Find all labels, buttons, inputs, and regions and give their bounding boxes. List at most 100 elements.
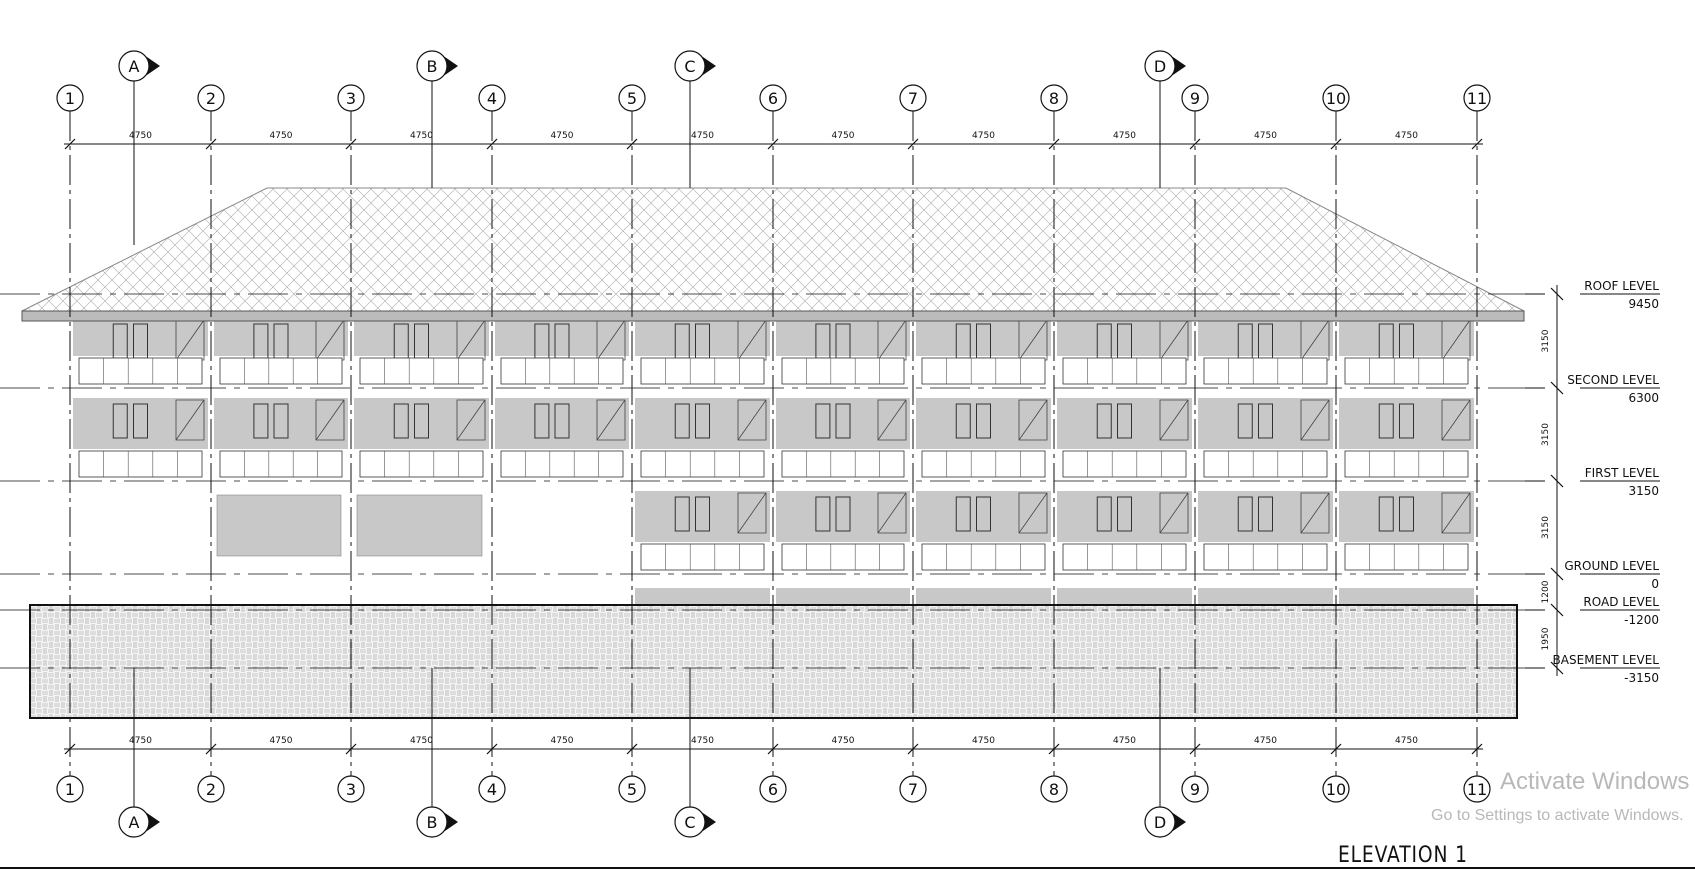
section-marker-label: C — [684, 813, 695, 832]
bay-dimension: 4750 — [972, 736, 995, 746]
window — [976, 403, 991, 439]
section-marker-bubble — [118, 50, 150, 82]
level-elevation: 9450 — [1628, 297, 1659, 311]
level-dimension: 3150 — [1541, 329, 1551, 352]
balcony-railing — [359, 450, 484, 478]
grid-bottom-bubble — [899, 775, 927, 803]
grid-top-bubble — [1040, 84, 1068, 112]
section-marker-bubble — [674, 806, 706, 838]
bay-dimension: 4750 — [832, 131, 855, 141]
section-marker-bubble — [1144, 806, 1176, 838]
window — [1258, 403, 1273, 439]
window — [695, 496, 710, 532]
bay-dimension: 4750 — [1395, 131, 1418, 141]
dimension-tick — [1550, 567, 1564, 581]
window — [835, 403, 851, 439]
bay-dimension: 4750 — [410, 736, 433, 746]
grid-bottom-label: 3 — [346, 780, 356, 799]
window — [1237, 403, 1253, 439]
facade — [73, 318, 1474, 606]
bay-dimension: 4750 — [551, 131, 574, 141]
window — [674, 496, 690, 532]
level-name: BASEMENT LEVEL — [1553, 653, 1660, 667]
door — [456, 399, 486, 441]
grid-top-label: 11 — [1467, 89, 1487, 108]
section-marker-label: D — [1154, 57, 1166, 76]
grid-bottom-bubble — [197, 775, 225, 803]
bay-dimension: 4750 — [1395, 736, 1418, 746]
grid-top-bubble — [1181, 84, 1209, 112]
bay-dimension: 4750 — [410, 131, 433, 141]
window — [955, 403, 971, 439]
window — [414, 403, 429, 439]
balcony-railing — [781, 450, 905, 478]
door — [877, 399, 907, 441]
grid-top-bubble — [899, 84, 927, 112]
window — [695, 403, 710, 439]
level-dimension: 3150 — [1541, 516, 1551, 539]
wall-panel — [1057, 588, 1192, 606]
wall-panel — [776, 398, 910, 449]
wall-panel — [635, 398, 770, 449]
window — [393, 403, 409, 439]
section-marker-bubble — [416, 50, 448, 82]
grid-top-label: 7 — [908, 89, 918, 108]
grid-bottom-label: 10 — [1326, 780, 1346, 799]
glazed-door-panel — [216, 494, 342, 557]
bay-dimension: 4750 — [832, 736, 855, 746]
bay-dimension: 4750 — [1113, 131, 1136, 141]
bay-dimension: 4750 — [1254, 736, 1277, 746]
balcony-railing — [1203, 450, 1328, 478]
grid-top-bubble — [337, 84, 365, 112]
grid-bottom-bubble — [478, 775, 506, 803]
level-elevation: 0 — [1651, 577, 1659, 591]
grid-top-bubble — [618, 84, 646, 112]
bay-dimension: 4750 — [691, 736, 714, 746]
section-marker-label: D — [1154, 813, 1166, 832]
window — [133, 403, 148, 439]
bay-dimension: 4750 — [691, 131, 714, 141]
level-dimension: 3150 — [1541, 423, 1551, 446]
window — [976, 496, 991, 532]
wall-panel — [635, 491, 770, 542]
grid-bottom-bubble — [56, 775, 84, 803]
grid-top-label: 4 — [487, 89, 497, 108]
level-elevation: -3150 — [1624, 671, 1659, 685]
window — [1399, 403, 1414, 439]
wall-panel — [1198, 398, 1333, 449]
grid-top-label: 9 — [1190, 89, 1200, 108]
section-marker-label: C — [684, 57, 695, 76]
balcony-railing — [1344, 543, 1469, 571]
dimension-tick — [1550, 381, 1564, 395]
grid-top-bubble — [56, 84, 84, 112]
dimension-tick — [1550, 287, 1564, 301]
door — [1159, 399, 1189, 441]
bay-dimension: 4750 — [1254, 131, 1277, 141]
balcony-railing — [219, 450, 343, 478]
grid-top-bubble — [759, 84, 787, 112]
grid-bottom-bubble — [759, 775, 787, 803]
balcony-railing — [640, 450, 765, 478]
door — [737, 399, 767, 441]
wall-panel — [1339, 398, 1474, 449]
window — [1117, 496, 1132, 532]
door — [175, 399, 205, 441]
balcony-railing — [1062, 450, 1187, 478]
wall-panel — [354, 398, 489, 449]
level-dimension: 1950 — [1541, 627, 1551, 650]
window — [1378, 496, 1394, 532]
grid-bottom-bubble — [618, 775, 646, 803]
grid-top-label: 1 — [65, 89, 75, 108]
window — [1096, 496, 1112, 532]
window — [1117, 403, 1132, 439]
level-dimension: 1200 — [1541, 580, 1551, 603]
window — [253, 403, 269, 439]
balcony-railing — [78, 450, 203, 478]
door — [596, 399, 626, 441]
level-name: ROOF LEVEL — [1584, 279, 1659, 293]
window — [815, 496, 831, 532]
door — [1018, 399, 1048, 441]
window — [1096, 403, 1112, 439]
window — [1378, 403, 1394, 439]
balcony-railing — [1062, 357, 1187, 385]
